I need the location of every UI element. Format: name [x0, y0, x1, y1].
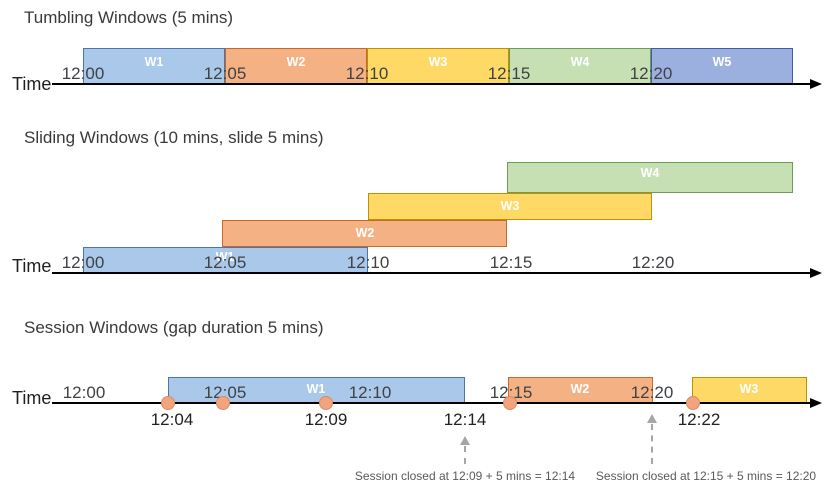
session-window-label: W2 [570, 382, 590, 396]
dashed-arrow-line [651, 424, 653, 464]
event-time-label: 12:04 [150, 410, 194, 429]
tumbling-title: Tumbling Windows (5 mins) [24, 8, 234, 27]
sliding-window-label: W3 [500, 199, 520, 213]
axis-tick: 12:15 [487, 64, 531, 83]
arrow-right-icon [810, 79, 822, 89]
axis-tick: 12:00 [61, 64, 105, 83]
axis-tick: 12:20 [629, 64, 673, 83]
axis-tick: 12:05 [203, 253, 247, 272]
session-close-annotation: Session closed at 12:09 + 5 mins = 12:14 [354, 469, 576, 483]
tumbling-window-label: W3 [428, 55, 448, 69]
tumbling-window-label: W1 [144, 55, 164, 69]
tumbling-window-w2 [225, 48, 367, 84]
sliding-title: Sliding Windows (10 mins, slide 5 mins) [24, 128, 324, 147]
time-axis-label: Time [12, 74, 52, 94]
event-dot [686, 396, 700, 410]
axis-tick: 12:00 [61, 253, 105, 272]
session-window-label: W3 [739, 382, 759, 396]
tumbling-window-label: W5 [712, 55, 732, 69]
sliding-window-w4 [507, 162, 793, 193]
axis-tick: 12:15 [489, 253, 533, 272]
time-axis-label: Time [12, 256, 52, 276]
event-time-label: 12:22 [677, 410, 721, 429]
axis-tick: 12:00 [62, 383, 106, 402]
time-axis [52, 272, 812, 274]
tumbling-window-label: W2 [286, 55, 306, 69]
session-window-w2 [508, 377, 653, 403]
sliding-window-w1 [83, 247, 368, 273]
axis-tick: 12:05 [203, 64, 247, 83]
session-close-annotation: Session closed at 12:15 + 5 mins = 12:20 [595, 469, 817, 483]
sliding-window-label: W2 [355, 226, 375, 240]
sliding-window-label: W1 [215, 250, 235, 264]
session-window-label: W1 [306, 382, 326, 396]
session-title: Session Windows (gap duration 5 mins) [24, 318, 324, 337]
tumbling-window-w1 [83, 48, 225, 84]
event-dot [161, 396, 175, 410]
sliding-window-label: W4 [640, 166, 660, 180]
axis-tick: 12:10 [346, 253, 390, 272]
sliding-window-w3 [368, 193, 652, 220]
axis-tick: 12:05 [203, 383, 247, 402]
arrow-right-icon [810, 398, 822, 408]
event-time-label: 12:09 [304, 410, 348, 429]
axis-tick: 12:20 [630, 383, 674, 402]
arrow-right-icon [810, 268, 822, 278]
tumbling-window-label: W4 [570, 55, 590, 69]
tumbling-window-w4 [509, 48, 651, 84]
arrow-up-icon [460, 436, 470, 445]
axis-tick: 12:15 [489, 383, 533, 402]
arrow-up-icon [647, 414, 657, 423]
time-axis [52, 83, 812, 85]
time-axis-label: Time [12, 388, 52, 408]
dashed-arrow-line [464, 446, 466, 464]
time-axis [52, 402, 812, 404]
session-close-time-label: 12:14 [443, 410, 487, 429]
axis-tick: 12:10 [348, 383, 392, 402]
axis-tick: 12:20 [631, 253, 675, 272]
event-dot [503, 396, 517, 410]
sliding-window-w2 [222, 220, 507, 247]
event-dot [216, 396, 230, 410]
event-dot [319, 396, 333, 410]
session-window-w3 [692, 377, 807, 403]
axis-tick: 12:10 [345, 64, 389, 83]
